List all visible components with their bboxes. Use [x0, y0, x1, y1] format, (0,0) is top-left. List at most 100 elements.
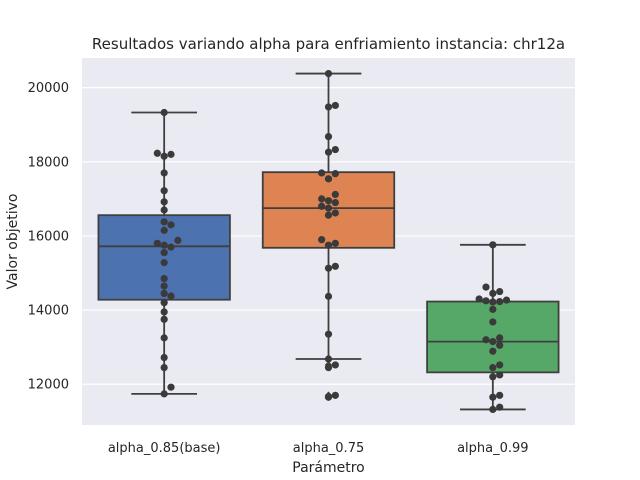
data-point-0-23 [160, 187, 168, 195]
data-point-0-12 [160, 259, 168, 267]
box-2 [426, 300, 560, 374]
data-point-1-15 [318, 202, 326, 210]
data-point-2-11 [482, 336, 490, 344]
data-point-1-8 [331, 262, 339, 270]
data-point-2-18 [502, 296, 511, 304]
data-point-1-27 [331, 101, 339, 110]
data-point-0-28 [160, 108, 168, 117]
data-point-2-17 [482, 297, 490, 305]
data-point-0-24 [160, 169, 168, 177]
data-point-1-4 [324, 355, 333, 363]
data-point-2-21 [496, 287, 504, 296]
data-point-1-1 [331, 391, 339, 399]
data-point-1-20 [324, 175, 333, 183]
y-axis-label: Valor objetivo [5, 194, 21, 290]
box-group-0 [97, 108, 231, 398]
data-point-1-0 [324, 393, 333, 401]
data-point-1-16 [331, 198, 339, 207]
data-point-0-2 [160, 363, 168, 372]
y-tick-14000: 14000 [28, 304, 69, 319]
chart-title: Resultados variando alpha para enfriamie… [92, 35, 565, 53]
data-point-2-1 [496, 403, 504, 411]
data-point-1-5 [324, 330, 333, 338]
data-point-0-0 [160, 390, 168, 398]
data-point-0-3 [160, 353, 168, 362]
data-point-0-22 [160, 198, 168, 206]
data-point-0-19 [167, 221, 175, 229]
data-point-1-7 [324, 264, 333, 272]
data-point-0-4 [160, 334, 168, 342]
x-tick-1: alpha_0.75 [293, 441, 364, 456]
box-group-2 [426, 241, 560, 414]
x-tick-labels: alpha_0.85(base) alpha_0.75 alpha_0.99 [108, 441, 529, 456]
y-tick-labels: 12000 14000 16000 18000 20000 [28, 81, 69, 393]
data-point-0-25 [160, 152, 168, 160]
x-tick-2: alpha_0.99 [457, 441, 528, 456]
data-point-2-2 [489, 393, 497, 401]
data-point-1-23 [324, 148, 333, 156]
data-point-1-3 [331, 361, 339, 369]
data-point-0-21 [160, 206, 168, 214]
y-tick-18000: 18000 [28, 155, 69, 170]
box-group-1 [261, 69, 396, 401]
data-point-2-10 [489, 337, 497, 346]
data-point-0-7 [160, 299, 168, 307]
data-point-1-28 [324, 69, 333, 78]
data-point-0-15 [160, 241, 168, 249]
data-point-1-19 [331, 190, 339, 199]
data-point-1-9 [324, 241, 333, 249]
data-point-1-2 [324, 363, 333, 372]
x-axis-label: Parámetro [292, 460, 364, 476]
data-point-2-7 [496, 361, 504, 369]
y-tick-16000: 16000 [28, 229, 69, 244]
data-point-0-16 [153, 239, 161, 247]
data-point-1-26 [324, 103, 333, 111]
boxes-layer [97, 69, 560, 414]
data-point-2-14 [489, 305, 497, 313]
data-point-1-10 [331, 239, 339, 247]
data-point-0-5 [160, 315, 168, 323]
data-point-0-10 [160, 282, 168, 290]
data-point-2-12 [496, 334, 504, 342]
data-point-2-6 [489, 363, 497, 372]
data-point-1-24 [331, 145, 339, 154]
data-point-2-16 [496, 297, 504, 306]
data-point-2-9 [496, 341, 504, 349]
data-point-0-20 [160, 218, 168, 226]
data-point-2-15 [489, 298, 497, 306]
data-point-2-3 [496, 391, 504, 399]
data-point-0-27 [153, 149, 161, 157]
data-point-2-13 [489, 318, 497, 326]
y-tick-12000: 12000 [28, 378, 69, 393]
data-point-1-18 [318, 195, 326, 203]
data-point-2-0 [489, 405, 497, 414]
data-point-1-25 [324, 132, 333, 141]
data-point-0-8 [167, 292, 175, 300]
data-point-1-12 [324, 211, 333, 219]
data-point-0-14 [167, 243, 175, 251]
y-tick-20000: 20000 [28, 81, 69, 96]
data-point-1-17 [324, 197, 333, 205]
data-point-0-1 [167, 383, 175, 391]
data-point-1-14 [324, 204, 333, 212]
data-point-2-19 [475, 295, 483, 303]
data-point-0-6 [160, 308, 168, 316]
data-point-1-11 [318, 236, 326, 244]
data-point-1-22 [318, 169, 326, 177]
data-point-1-6 [324, 292, 333, 300]
data-point-2-20 [489, 289, 497, 297]
x-tick-0: alpha_0.85(base) [108, 441, 221, 456]
data-point-0-26 [167, 150, 175, 158]
data-point-1-21 [331, 170, 339, 178]
data-point-2-22 [482, 283, 490, 291]
data-point-2-5 [496, 371, 504, 379]
data-point-1-13 [331, 209, 339, 217]
data-point-0-18 [160, 226, 168, 234]
data-point-0-17 [174, 236, 182, 244]
data-point-2-23 [489, 241, 497, 249]
data-point-2-4 [489, 373, 497, 381]
data-point-0-11 [160, 274, 168, 283]
data-point-0-9 [160, 289, 168, 297]
data-point-0-13 [160, 249, 168, 257]
